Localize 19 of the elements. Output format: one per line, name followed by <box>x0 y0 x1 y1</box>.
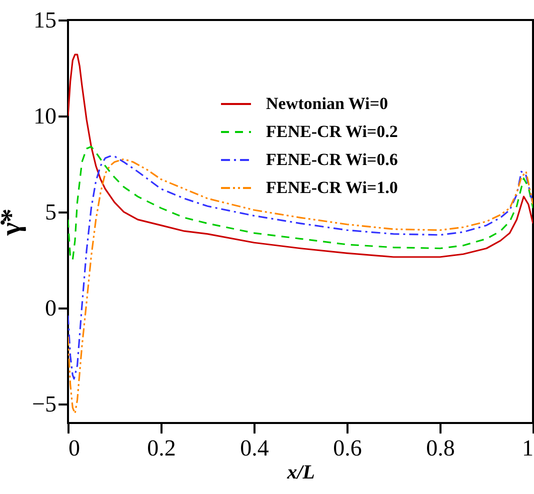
legend-label: FENE-CR Wi=1.0 <box>266 178 398 197</box>
x-tick-label: 0.2 <box>147 436 176 460</box>
y-tick-label: −5 <box>32 391 56 416</box>
y-tick-label: 15 <box>34 8 56 32</box>
legend-label: FENE-CR Wi=0.2 <box>266 122 398 141</box>
y-axis-title: γ̇* <box>0 208 28 237</box>
line-series <box>68 54 533 258</box>
y-tick-label: 10 <box>34 103 56 128</box>
y-tick-label: 0 <box>45 295 56 320</box>
x-tick-label: 1 <box>522 436 534 460</box>
line-series <box>68 146 533 261</box>
x-tick-label: 0 <box>68 436 80 460</box>
y-tick-label: 5 <box>45 199 56 224</box>
legend-label: FENE-CR Wi=0.6 <box>266 150 398 169</box>
legend-label: Newtonian Wi=0 <box>266 94 388 113</box>
x-tick-label: 0.8 <box>426 436 455 460</box>
x-axis-title: x/L <box>286 462 315 484</box>
x-tick-label: 0.6 <box>333 436 362 460</box>
x-tick-label: 0.4 <box>240 436 270 460</box>
